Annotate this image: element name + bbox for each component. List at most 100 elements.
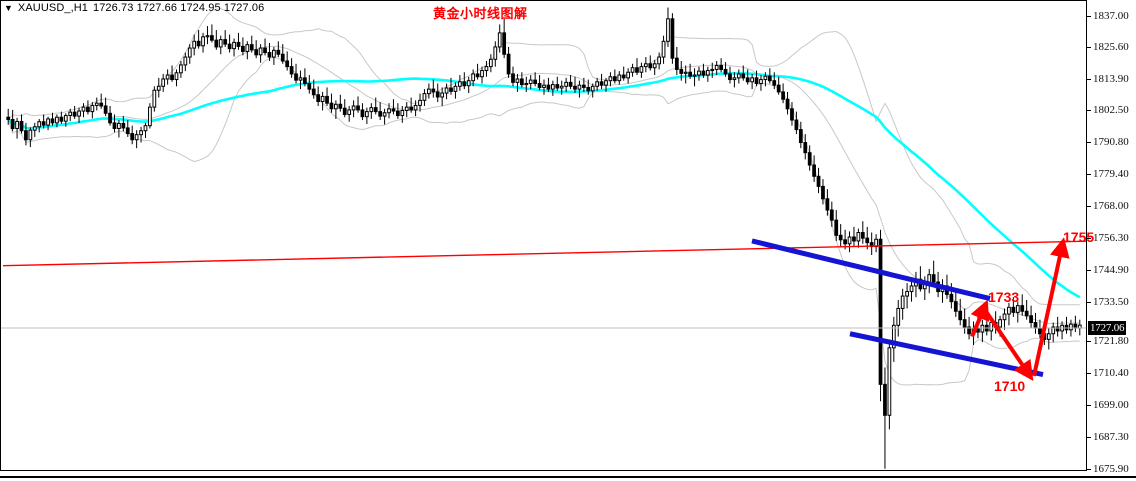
candle-body [400,109,405,117]
candle-body [112,122,117,129]
candle-body [99,102,104,107]
candle-body [829,209,834,221]
candle-body [652,63,657,69]
moving-average-line [7,72,1081,299]
candle-body [670,18,675,59]
candle-body [617,74,622,82]
candle-body [1069,323,1073,331]
price-tick-label: 1756.30 [1093,232,1129,244]
candle-body [728,73,732,81]
candle-body [958,310,963,321]
candle-body [679,68,684,74]
candle-body [68,111,73,117]
candle-body [776,84,781,93]
candle-body [763,75,768,81]
price-tick-mark [1087,79,1091,80]
candle-body [148,106,152,127]
candle-body [599,81,604,86]
candle-body [967,326,971,335]
moving-average-layer [7,72,1081,299]
candle-body [1055,326,1060,332]
candle-body [736,73,741,79]
candle-body [674,57,679,70]
candle-body [373,107,378,113]
candle-body [294,73,298,81]
candle-body [550,84,555,90]
candle-body [205,35,210,38]
candle-body [289,66,294,75]
candle-body [821,185,825,200]
candle-body [798,129,803,144]
price-tick-label: 1825.60 [1093,41,1129,53]
candle-body [555,84,560,89]
candle-body [404,106,409,111]
candle-body [46,118,50,126]
candle-body [953,301,958,312]
price-axis-divider [1086,0,1087,471]
candle-body [28,129,33,141]
candle-body [458,81,462,87]
candle-body [812,164,816,177]
price-tick-label: 1675.90 [1093,463,1129,475]
symbol-header[interactable]: ▼ XAUUSD_,H1 1726.73 1727.66 1724.95 172… [4,2,264,14]
candle-body [59,116,64,122]
candle-body [263,47,267,54]
candle-body [19,120,24,132]
candle-body [710,68,715,72]
candle-body [50,118,55,124]
candle-body [1007,306,1011,315]
candle-body [887,347,892,416]
price-tick-label: 1768.00 [1093,200,1129,212]
candle-body [701,70,706,76]
price-tick-mark [1087,469,1091,470]
candle-body [860,232,865,239]
candle-body [462,81,467,87]
candle-body [307,82,312,90]
candle-body [519,78,524,86]
candle-body [497,32,502,48]
candle-body [750,77,754,83]
candle-body [528,79,533,84]
candle-body [581,84,586,88]
candle-body [488,58,493,68]
candle-body [179,64,183,74]
candle-body [980,324,985,333]
symbol-name: XAUUSD_,H1 [17,2,88,14]
candle-body [245,44,250,52]
candle-body [1046,333,1051,340]
chevron-down-icon[interactable]: ▼ [4,2,13,13]
candle-body [356,105,360,111]
candle-body [1020,305,1025,312]
candle-body [249,44,254,51]
candle-body [165,74,170,80]
candle-body [480,70,484,78]
target-1710: 1710 [994,378,1026,394]
candle-body [595,81,600,87]
candle-body [431,88,436,93]
candle-body [192,40,197,49]
candle-body [754,77,759,84]
candle-body [121,122,126,129]
candle-body [311,88,316,96]
candle-body [267,52,272,58]
price-tick-label: 1779.40 [1093,168,1129,180]
price-tick-mark [1087,341,1091,342]
candle-body [103,105,108,114]
candle-body [258,47,263,56]
candle-body [759,79,763,84]
price-tick-mark [1087,373,1091,374]
bollinger-middle-band [7,45,1080,324]
candle-body [998,319,1002,328]
channel-lower [849,331,1044,377]
candle-body [772,80,777,86]
price-tick-mark [1087,206,1091,207]
chart-canvas [1,7,1087,469]
candle-body [347,109,352,115]
price-tick-mark [1087,47,1091,48]
candle-body [196,40,201,47]
candle-body [590,85,595,92]
candle-body [183,56,188,66]
candle-body [435,91,440,98]
candle-body [484,66,489,72]
chart-plot-frame [0,0,1086,471]
